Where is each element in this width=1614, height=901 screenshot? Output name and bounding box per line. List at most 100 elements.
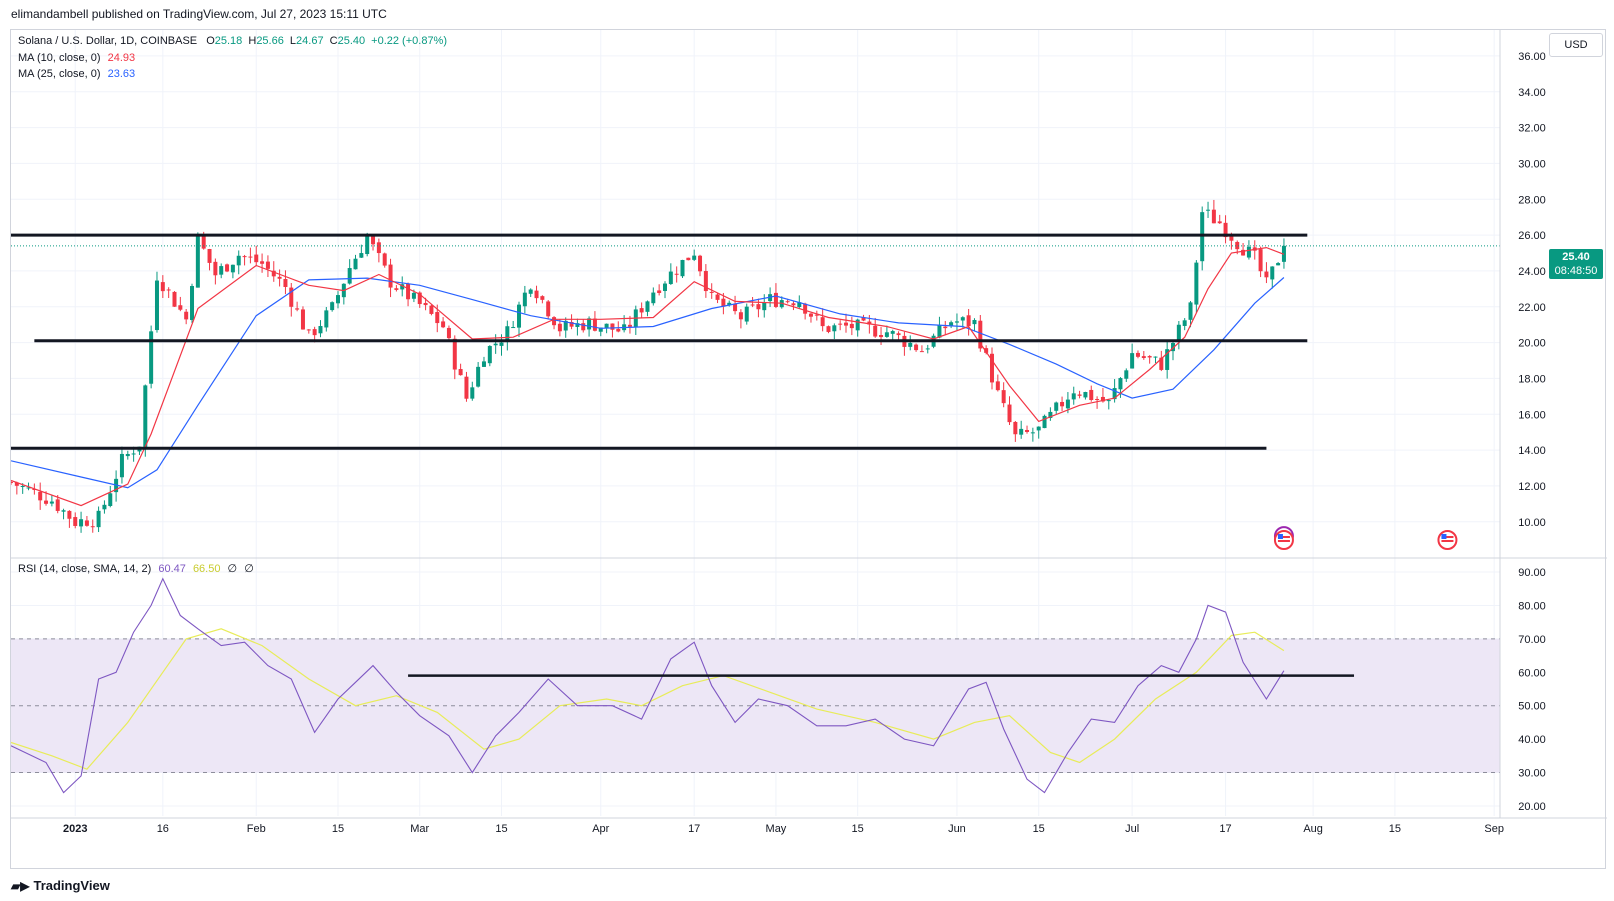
- candle-body: [1165, 349, 1170, 370]
- candle-body: [499, 342, 504, 346]
- ohlc-h-label: H: [248, 35, 257, 47]
- candle-body: [335, 295, 340, 304]
- candle-body: [563, 320, 568, 331]
- price-tick-label: 32.00: [1518, 123, 1546, 135]
- rsi-sma-line: [11, 628, 1285, 770]
- candle-body: [423, 302, 428, 306]
- time-tick-label: Mar: [410, 823, 429, 835]
- candle-body: [67, 510, 72, 519]
- candle-body: [814, 314, 819, 316]
- rsi-label: RSI (14, close, SMA, 14, 2): [18, 563, 152, 575]
- candle-body: [1246, 246, 1251, 258]
- publisher-line: elimandambell published on TradingView.c…: [11, 7, 387, 21]
- candle-body: [692, 255, 697, 260]
- candle-body: [14, 482, 19, 486]
- candle-body: [1211, 209, 1216, 224]
- rsi-lines: [11, 577, 1355, 794]
- ohlc-h: 25.66: [256, 35, 284, 47]
- candle-body: [376, 242, 381, 254]
- candle-body: [896, 333, 901, 336]
- candle-body: [283, 279, 288, 288]
- time-tick-label: 15: [1033, 823, 1045, 835]
- currency-button[interactable]: USD: [1549, 33, 1603, 57]
- candle-body: [925, 348, 930, 350]
- us-economic-event[interactable]: [1273, 530, 1294, 550]
- candle-body: [884, 332, 889, 337]
- rsi-tick-label: 30.00: [1518, 768, 1546, 780]
- candle-body: [125, 453, 130, 457]
- candle-body: [1258, 249, 1263, 272]
- candle-body: [557, 323, 562, 332]
- candle-body: [26, 487, 31, 489]
- us-economic-event-future[interactable]: [1437, 530, 1458, 550]
- candle-body: [995, 381, 1000, 391]
- support-resistance-lines[interactable]: [11, 233, 1308, 450]
- candle-body: [49, 501, 54, 504]
- rsi-band: [11, 638, 1500, 774]
- ma25-line: [11, 277, 1285, 489]
- event-icons[interactable]: [1273, 526, 1458, 550]
- candle-body: [1019, 428, 1024, 435]
- price-tick-label: 28.00: [1518, 194, 1546, 206]
- candle-body: [604, 323, 609, 329]
- ohlc-o-label: O: [206, 35, 215, 47]
- candle-body: [844, 322, 849, 326]
- candle-body: [1030, 432, 1035, 434]
- candle-body: [657, 290, 662, 293]
- candle-body: [213, 261, 218, 276]
- candle-body: [84, 520, 89, 526]
- candle-body: [61, 510, 66, 512]
- rsi-extra-1: ∅: [227, 563, 238, 575]
- candle-body: [265, 261, 270, 269]
- time-tick-label: 15: [852, 823, 864, 835]
- candle-body: [552, 317, 557, 326]
- time-tick-label: 15: [332, 823, 344, 835]
- candle-body: [289, 287, 294, 307]
- price-tick-label: 22.00: [1518, 302, 1546, 314]
- candle-body: [703, 271, 708, 292]
- candle-body: [306, 329, 311, 331]
- candle-body: [277, 276, 282, 279]
- candle-body: [44, 500, 49, 504]
- chart-frame[interactable]: 36.00 34.00 32.00 30.00 28.00 26.00 24.00 22.00…: [10, 29, 1607, 870]
- time-tick-label: 2023: [63, 823, 87, 835]
- bar-countdown: 08:48:50: [1554, 265, 1598, 277]
- candle-body: [493, 343, 498, 346]
- candle-body: [791, 303, 796, 306]
- tradingview-logo[interactable]: ▰▶ TradingView: [11, 878, 110, 893]
- candle-body: [808, 313, 813, 317]
- candle-body: [569, 321, 574, 327]
- candle-body: [797, 302, 802, 308]
- candle-body: [452, 338, 457, 370]
- price-tick-label: 26.00: [1518, 230, 1546, 242]
- candle-body: [470, 387, 475, 399]
- candle-body: [1182, 320, 1187, 326]
- candle-body: [528, 289, 533, 294]
- candle-body: [738, 312, 743, 320]
- candle-body: [1270, 266, 1275, 280]
- ma25-value: 23.63: [107, 68, 136, 80]
- candle-body: [219, 266, 224, 275]
- candle-body: [178, 305, 183, 310]
- chart-canvas[interactable]: 36.00 34.00 32.00 30.00 28.00 26.00 24.00 22.00…: [11, 30, 1607, 870]
- candle-body: [347, 268, 352, 284]
- ohlc-l: 24.67: [296, 35, 324, 47]
- candle-body: [1130, 353, 1135, 369]
- candle-body: [406, 283, 411, 300]
- candle-body: [668, 271, 673, 285]
- candle-body: [271, 270, 276, 277]
- candle-body: [598, 327, 603, 332]
- candle-body: [1001, 390, 1006, 404]
- candle-body: [960, 317, 965, 321]
- price-change: +0.22 (+0.87%): [371, 35, 448, 47]
- candle-body: [1159, 357, 1164, 370]
- price-tick-label: 34.00: [1518, 87, 1546, 99]
- flag-canton: [1441, 534, 1447, 539]
- candle-body: [172, 291, 177, 307]
- candle-body: [1264, 271, 1269, 278]
- candle-body: [873, 325, 878, 337]
- candle-body: [1141, 356, 1146, 359]
- candle-body: [1223, 222, 1228, 238]
- ohlc-l-label: L: [289, 35, 297, 47]
- candle-body: [254, 254, 259, 263]
